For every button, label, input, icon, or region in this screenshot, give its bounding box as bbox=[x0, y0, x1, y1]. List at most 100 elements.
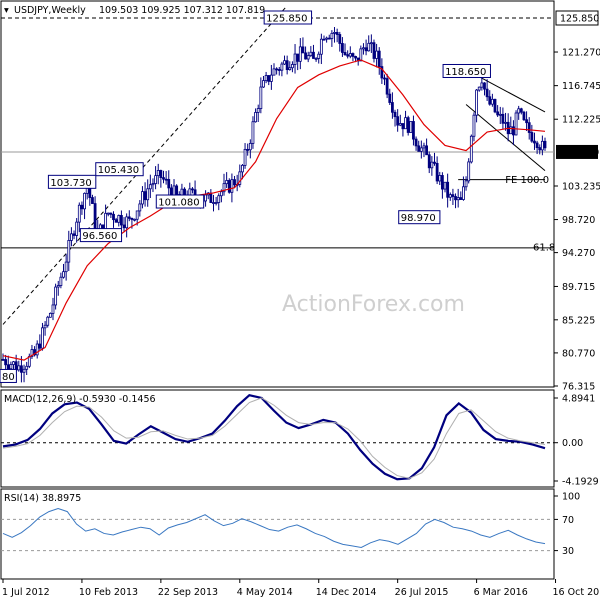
candle-body bbox=[533, 140, 536, 144]
candle-body bbox=[191, 188, 194, 191]
candle-body bbox=[1, 358, 5, 361]
x-tick-label: 16 Oct 2016 bbox=[553, 587, 600, 598]
candle-body bbox=[269, 74, 273, 82]
candle-body bbox=[330, 32, 334, 39]
candle-body bbox=[9, 364, 13, 370]
candle-body bbox=[354, 56, 357, 59]
price-tick-label: 85.225 bbox=[562, 315, 595, 326]
candle-body bbox=[530, 132, 534, 142]
candle-body bbox=[51, 304, 55, 314]
candle-body bbox=[233, 179, 236, 186]
candle-body bbox=[25, 365, 29, 370]
candle-body bbox=[454, 196, 457, 201]
candle-body bbox=[419, 147, 423, 152]
candle-body bbox=[477, 86, 481, 91]
candle-body bbox=[12, 361, 15, 365]
annotation-label: 103.730 bbox=[50, 178, 91, 189]
candle-body bbox=[48, 312, 52, 318]
candle-body bbox=[327, 37, 331, 40]
annotation-label: 125.850 bbox=[266, 14, 307, 25]
candle-body bbox=[488, 96, 492, 105]
candle-body bbox=[238, 171, 242, 185]
symbol-label: USDJPY,Weekly bbox=[14, 5, 86, 16]
candle-body bbox=[527, 122, 531, 133]
price-tick-label: 80.770 bbox=[562, 348, 595, 359]
price-tick-label: 112.225 bbox=[562, 115, 600, 126]
candle-body bbox=[317, 53, 321, 59]
symbol-icon: ▾ bbox=[4, 5, 9, 16]
candle-body bbox=[543, 140, 547, 149]
price-header: ▾ USDJPY,Weekly 109.503 109.925 107.312 … bbox=[4, 5, 265, 16]
candle-body bbox=[467, 161, 471, 182]
candle-body bbox=[167, 179, 171, 189]
price-tick-label: 89.715 bbox=[562, 282, 595, 293]
candle-body bbox=[304, 52, 307, 60]
candle-body bbox=[301, 46, 305, 54]
candle-body bbox=[359, 48, 363, 62]
rsi-title: RSI(14) 38.8975 bbox=[4, 493, 81, 504]
candle-body bbox=[448, 194, 452, 198]
candle-body bbox=[259, 86, 263, 109]
price-tick-label: 76.315 bbox=[562, 382, 595, 393]
candle-body bbox=[122, 224, 126, 229]
candle-body bbox=[225, 180, 229, 185]
candle-body bbox=[406, 117, 410, 133]
annotation-box bbox=[79, 228, 123, 243]
macd-tick-label: 4.8941 bbox=[562, 394, 595, 405]
candle-body bbox=[62, 271, 65, 278]
candle-body bbox=[433, 161, 436, 164]
candle-body bbox=[504, 121, 507, 124]
candle-body bbox=[314, 57, 318, 60]
candle-body bbox=[80, 204, 84, 210]
candle-body bbox=[175, 185, 179, 195]
price-tick-label: 94.270 bbox=[562, 248, 595, 259]
candle-body bbox=[312, 51, 315, 59]
rsi-y-axis: 100 70 30 bbox=[554, 492, 580, 557]
candle-body bbox=[472, 114, 476, 137]
candle-body bbox=[296, 53, 300, 62]
candle-body bbox=[493, 98, 497, 113]
annotation-label: 101.080 bbox=[158, 198, 199, 209]
price-annotations: 125.850 118.650 105.430 103.730 101.080 98.97… bbox=[0, 10, 555, 383]
candle-body bbox=[148, 184, 152, 190]
candle-body bbox=[343, 52, 347, 56]
trend-lines bbox=[2, 5, 546, 325]
candle-body bbox=[351, 53, 355, 57]
candle-body bbox=[291, 64, 294, 69]
candle-body bbox=[117, 215, 121, 223]
candle-body bbox=[77, 204, 81, 223]
candle-body bbox=[435, 162, 439, 182]
candle-body bbox=[204, 194, 207, 202]
candle-body bbox=[383, 77, 386, 80]
candle-body bbox=[106, 212, 110, 215]
candle-body bbox=[119, 215, 123, 226]
annotation-box bbox=[95, 162, 144, 177]
candle-body bbox=[498, 113, 502, 116]
macd-y-axis: 4.8941 0.00 -4.1929 bbox=[554, 394, 599, 488]
candle-body bbox=[241, 164, 244, 173]
candle-body bbox=[414, 138, 418, 147]
candle-body bbox=[404, 117, 407, 130]
candle-body bbox=[214, 202, 218, 204]
watermark: ActionForex.com bbox=[282, 292, 465, 317]
annotation-label: FE 100.0 bbox=[505, 175, 549, 186]
candle-body bbox=[125, 216, 129, 229]
rsi-tick-label: 70 bbox=[562, 515, 574, 526]
candle-body bbox=[109, 212, 113, 215]
candle-body bbox=[517, 108, 521, 114]
candle-body bbox=[141, 191, 144, 205]
annotation-label: 80 bbox=[2, 372, 15, 383]
annotation-box bbox=[442, 63, 491, 78]
price-candles bbox=[1, 27, 547, 383]
candle-body bbox=[264, 75, 268, 81]
price-tick-label: 121.270 bbox=[562, 48, 600, 59]
candle-body bbox=[288, 67, 292, 71]
candle-body bbox=[451, 194, 455, 197]
candle-body bbox=[375, 50, 379, 59]
candle-body bbox=[427, 154, 431, 169]
candle-body bbox=[22, 368, 26, 373]
candle-body bbox=[309, 51, 313, 57]
x-tick-label: 22 Sep 2013 bbox=[158, 587, 218, 598]
candle-body bbox=[380, 66, 384, 79]
candle-body bbox=[464, 180, 468, 188]
